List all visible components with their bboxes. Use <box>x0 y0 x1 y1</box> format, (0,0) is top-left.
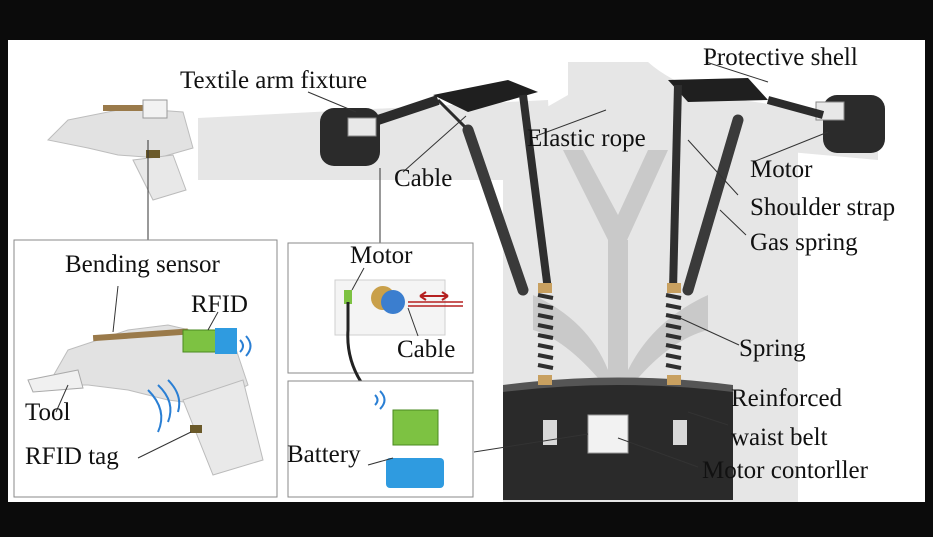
label-rfid-tag: RFID tag <box>25 443 119 470</box>
label-cable-inset: Cable <box>397 336 456 363</box>
left-gas-spring <box>462 124 529 296</box>
label-reinforced: Reinforced <box>731 385 843 412</box>
right-shoulder-bar <box>669 84 682 291</box>
right-coil-spring <box>665 293 682 370</box>
exosuit-illustration <box>13 61 885 502</box>
left-coil-spring <box>537 293 554 370</box>
label-tool: Tool <box>25 399 71 426</box>
battery-pack <box>386 458 444 488</box>
exosuit-diagram: Textile arm fixture Protective shell Ela… <box>8 40 925 502</box>
label-motor-inset: Motor <box>350 242 413 269</box>
label-spring: Spring <box>739 335 806 362</box>
label-battery: Battery <box>287 441 361 468</box>
rfid-waves <box>147 335 252 433</box>
harness-straps <box>563 150 668 260</box>
leader-lines <box>147 61 829 468</box>
right-gas-spring <box>682 114 744 296</box>
label-rfid: RFID <box>191 291 248 318</box>
controller-pcb <box>392 409 439 446</box>
label-protective-shell: Protective shell <box>703 44 858 71</box>
label-waist-belt: waist belt <box>731 424 828 451</box>
left-shoulder-bar <box>519 94 552 291</box>
left-hand <box>46 107 194 159</box>
label-gas-spring: Gas spring <box>750 229 858 256</box>
label-cable: Cable <box>394 165 453 192</box>
label-motor-controller: Motor contorller <box>702 457 868 484</box>
left-motor-cylinder <box>320 108 380 166</box>
label-elastic-rope: Elastic rope <box>527 125 646 152</box>
battery-inset-panel <box>287 380 474 498</box>
label-textile-arm-fixture: Textile arm fixture <box>180 67 368 94</box>
motor-controller-box <box>587 414 629 454</box>
label-shoulder-strap: Shoulder strap <box>750 194 896 221</box>
label-bending-sensor: Bending sensor <box>65 251 220 278</box>
label-motor: Motor <box>750 156 813 183</box>
